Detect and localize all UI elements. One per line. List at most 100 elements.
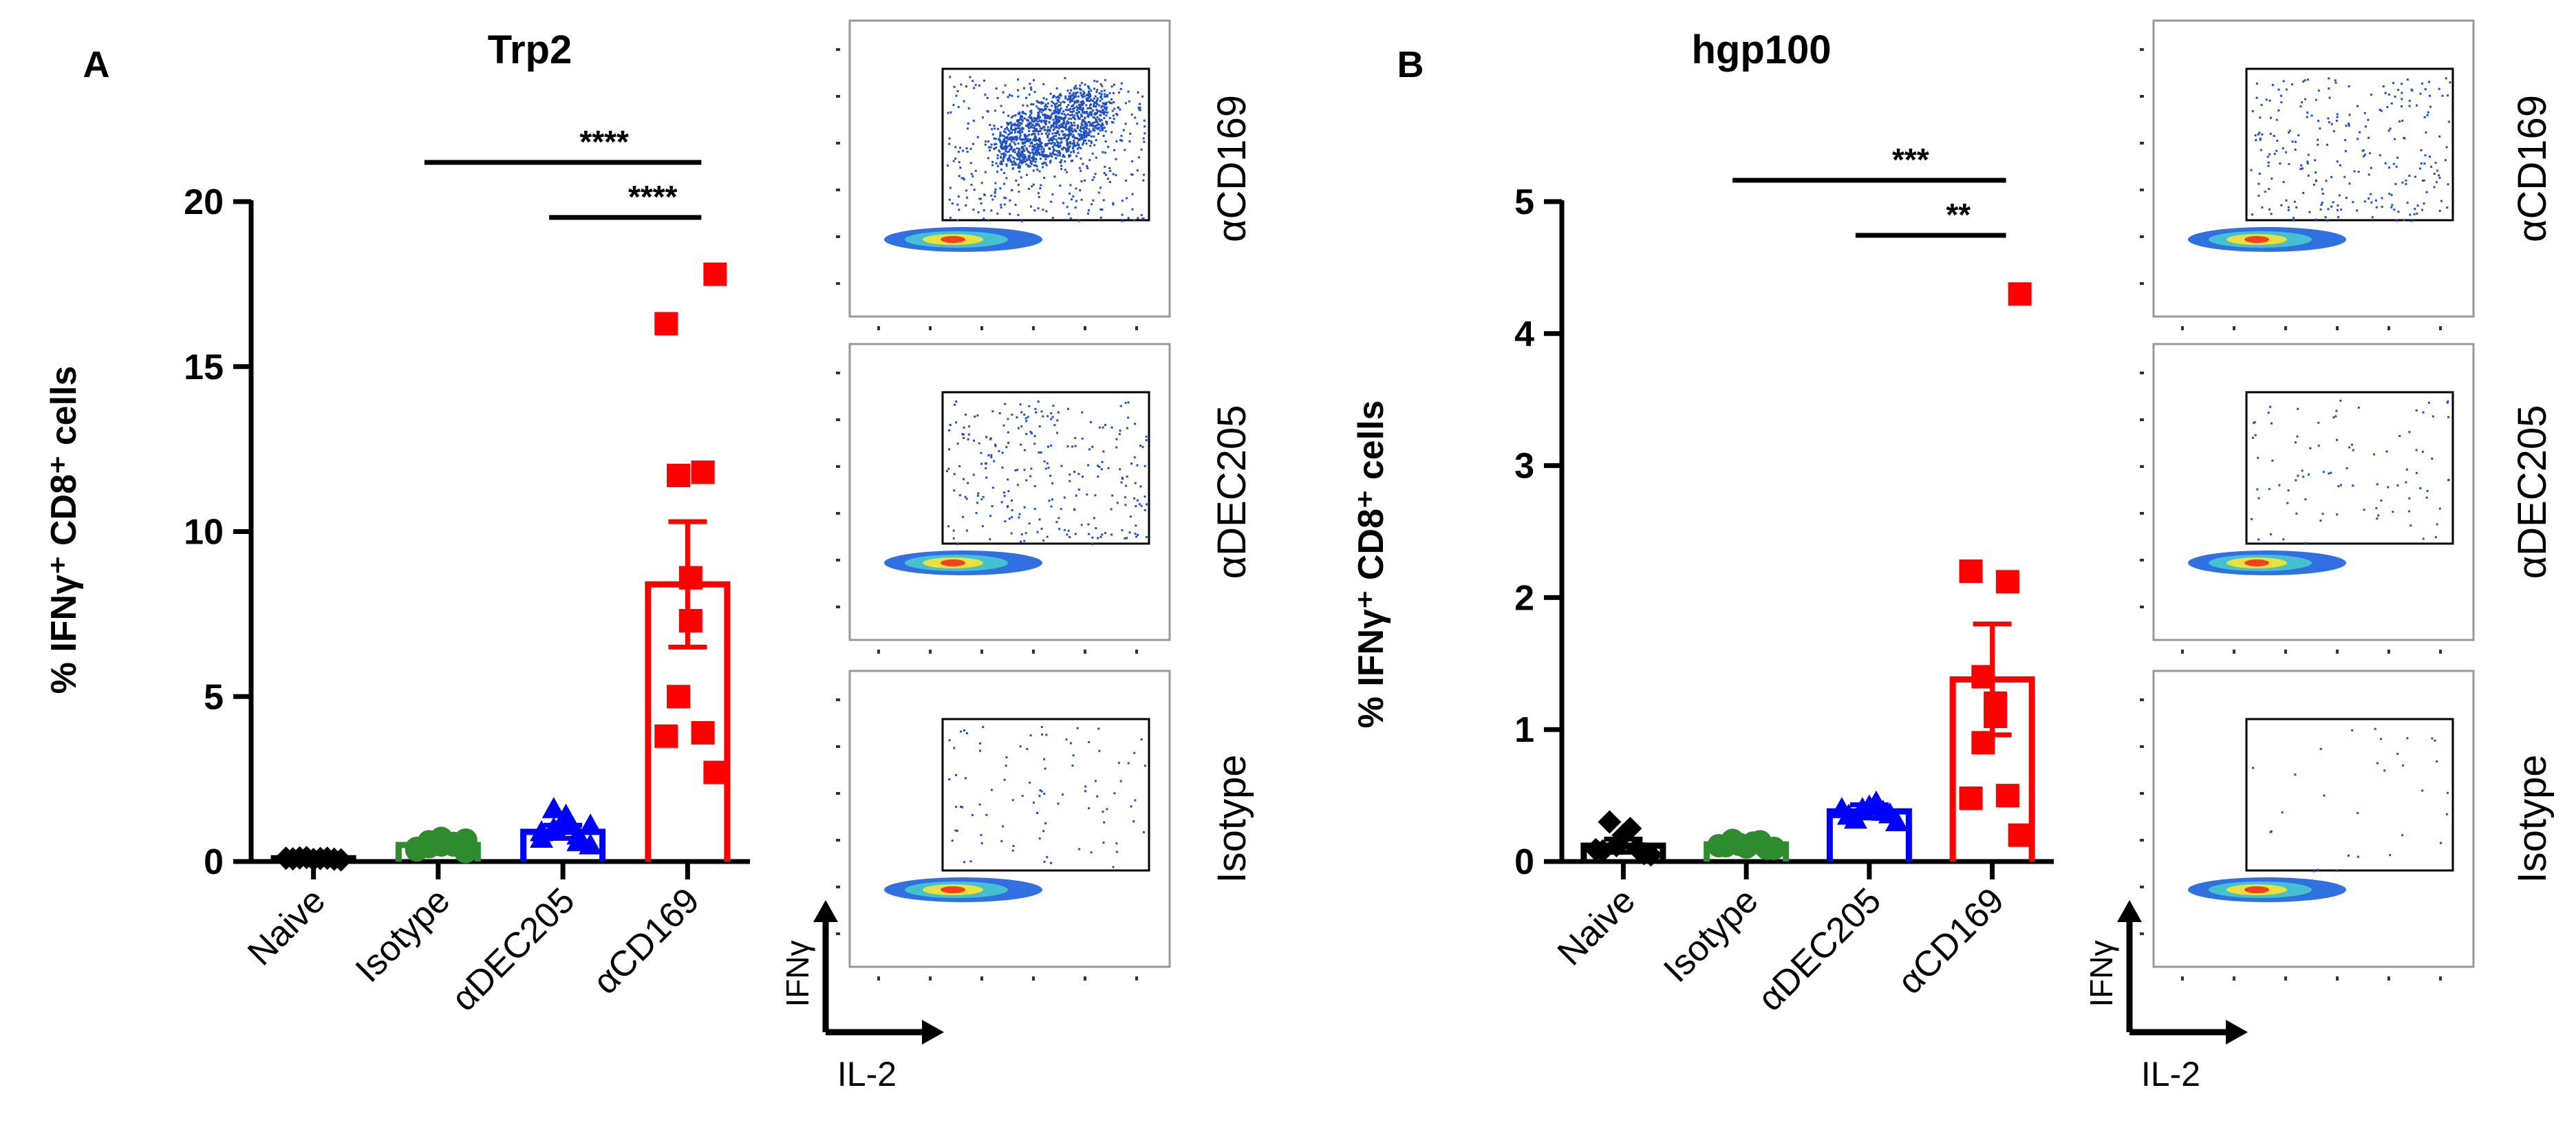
flow-tick [836,418,840,421]
flow-event [1038,101,1041,104]
flow-event [1075,494,1077,497]
flow-event [1108,181,1111,184]
flow-event [1052,125,1055,128]
flow-tick [1032,976,1035,981]
flow-event [1080,113,1083,116]
flow-event [1112,202,1115,204]
flow-event [1045,210,1048,213]
flow-tick [2140,932,2144,935]
flow-event [1069,132,1071,135]
flow-event [1037,145,1040,148]
flow-event [1134,116,1137,119]
flow-event [1049,117,1052,120]
flow-event [1066,146,1069,149]
flow-event [1090,111,1093,114]
flow-event [1095,100,1098,103]
flow-event [1020,176,1022,179]
flow-event [1022,155,1025,158]
flow-event [1116,502,1119,504]
flow-event [1037,192,1040,195]
flow-event [1063,528,1066,531]
flow-event [1028,522,1031,525]
flow-event [2363,155,2365,158]
flow-event [1032,133,1035,136]
flow-event [1125,180,1128,182]
flow-event [1039,127,1042,129]
flow-event [2415,449,2418,451]
data-point [2008,823,2032,847]
flow-event [1100,90,1103,93]
flow-event [2401,181,2404,184]
flow-event [1069,95,1072,98]
flow-event [2336,513,2339,516]
flow-event [1027,124,1029,127]
flow-event [2350,443,2353,446]
flow-event [1052,405,1055,407]
flow-event [1082,90,1085,93]
flow-event [1088,131,1091,134]
flow-event [1085,104,1088,107]
flow-event [2250,169,2253,171]
flow-event [1049,474,1052,477]
flow-tick [836,95,840,98]
flow-event [1005,163,1008,166]
flow-event [1022,104,1024,107]
flow-tick [877,650,880,654]
flow-event [1072,150,1075,153]
flow-event [1091,543,1094,546]
flow-event [2328,96,2331,99]
flow-event [1095,120,1098,123]
flow-event [1022,87,1025,89]
flow-event [990,143,993,146]
flow-event [1117,762,1120,764]
flow-event [1040,142,1043,145]
flow-event [1018,153,1021,156]
flow-event [1045,142,1048,145]
flow-event [1003,152,1006,155]
flow-event [1020,150,1023,153]
flow-event [2261,206,2264,208]
flow-event [990,789,993,791]
flow-gate [941,391,1150,545]
flow-event [1126,197,1128,200]
flow-event [1119,429,1121,432]
flow-event [1112,173,1115,175]
flow-event [1092,100,1095,103]
flow-event [2385,450,2388,453]
flow-event [1007,431,1009,434]
flow-event [2306,111,2309,114]
flow-event [1011,167,1014,170]
flow-event [1007,133,1009,136]
flow-event [2394,138,2396,140]
flow-event [1053,122,1055,125]
flow-event [1084,123,1086,126]
flow-event [1077,95,1080,98]
flow-event [1104,532,1106,535]
flow-event [1102,151,1104,153]
flow-event [954,146,957,149]
significance-label: ** [1946,197,1971,233]
data-point [691,460,715,484]
flow-tick [2140,372,2144,374]
flow-gate [2245,391,2454,545]
flow-event [1074,92,1077,94]
flow-event [1113,792,1116,795]
flow-event [1049,160,1052,162]
flow-event [1009,131,1012,134]
flow-event [1027,139,1029,142]
flow-event [1068,213,1071,215]
flow-event [1066,171,1069,173]
data-point [1843,807,1867,829]
flow-event [1003,140,1006,142]
flow-event [1069,92,1071,95]
flow-event [1003,171,1006,174]
flow-event [1066,150,1069,153]
flow-event [2321,202,2323,204]
flow-event [1035,105,1038,108]
flow-event [1044,115,1046,118]
flow-event [2387,486,2390,489]
flow-event [2401,98,2403,100]
flow-event [2336,116,2339,118]
flow-event [1144,464,1146,467]
